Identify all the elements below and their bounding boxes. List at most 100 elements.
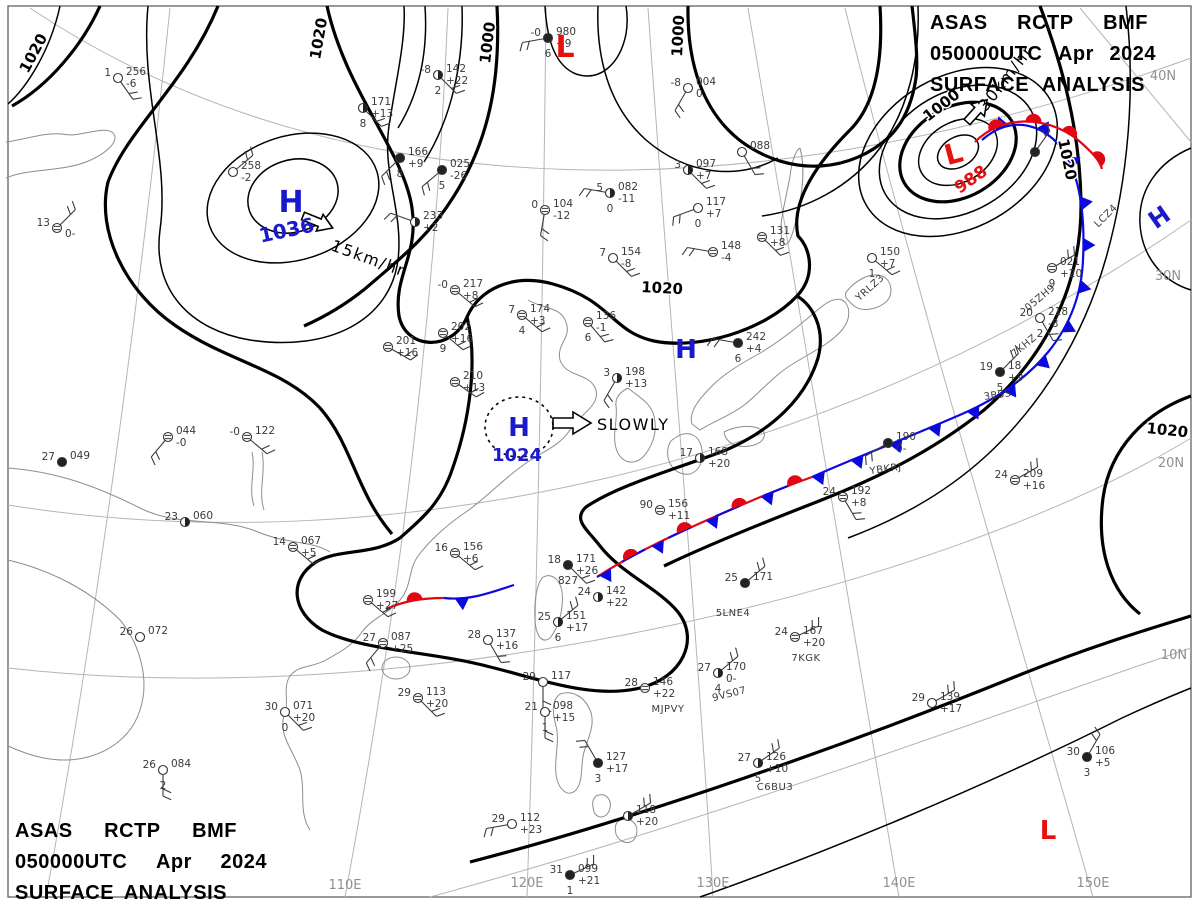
station-value-pressure: 202 xyxy=(451,321,471,333)
station-value-left: -0 xyxy=(230,426,240,438)
station-value-tendency: -26 xyxy=(450,170,467,182)
station-circle xyxy=(56,456,68,468)
station-plot: 14 067+5 xyxy=(273,535,322,565)
isobar-bottom-sweep xyxy=(469,614,1192,864)
valid-month: Apr xyxy=(1057,43,1094,65)
valid-month: Apr xyxy=(155,851,192,873)
station-plot: 26 072 xyxy=(120,625,168,643)
chart-type-2: ANALYSIS xyxy=(1041,74,1145,96)
station-value-pressure: 060 xyxy=(193,510,213,522)
station-circle xyxy=(482,634,494,646)
station-value-tendency: +9 xyxy=(556,38,571,50)
coast-shikoku xyxy=(723,425,765,447)
warm-front-pip xyxy=(676,522,692,534)
station-value-left: 26 xyxy=(143,759,157,771)
station-value-left: 27 xyxy=(738,752,751,764)
station-stripe-fill xyxy=(452,379,458,385)
bulletin-code: BMF xyxy=(192,820,237,842)
warm-front-pip xyxy=(406,592,423,602)
station-value-pressure: 209 xyxy=(1023,468,1043,480)
station-circle xyxy=(542,32,554,44)
station-value-tendency: +20 xyxy=(1060,268,1082,280)
graticule-label: 40N xyxy=(1150,69,1176,84)
station-value-tendency: +25 xyxy=(391,643,413,655)
station-value-tendency: +21 xyxy=(578,875,600,887)
station-value-left: 31 xyxy=(550,864,563,876)
station-stripe-fill xyxy=(710,249,716,255)
station-plot: 117+7 0 xyxy=(672,196,726,230)
coast-nw-land xyxy=(5,129,116,179)
station-value-left: 0 xyxy=(531,199,538,211)
station-value-tendency: +2 xyxy=(423,222,438,234)
station-circle xyxy=(227,166,239,178)
station-stripe-fill xyxy=(54,225,60,231)
coast-taiwan xyxy=(534,575,563,641)
station-half-fill xyxy=(617,373,622,383)
station-value-tendency: +9 xyxy=(1008,372,1023,384)
station-plot: 24 167+20 7KGK xyxy=(775,617,825,664)
cold-front-pip xyxy=(705,515,719,529)
station-value-tendency: -0 xyxy=(176,437,186,449)
station-circle xyxy=(51,222,63,234)
station-circle xyxy=(449,547,461,559)
warm-front-pip xyxy=(731,497,747,510)
station-plot: 25 151+17 6 xyxy=(538,596,588,644)
coast-kyushu xyxy=(667,433,703,475)
high-center-symbol: H xyxy=(675,335,697,365)
station-value-pressure: 154 xyxy=(621,246,641,258)
high-center-symbol: H xyxy=(1143,200,1176,234)
station-value-tendency: +13 xyxy=(463,382,485,394)
station-plot: 127+17 3 xyxy=(575,739,628,785)
station-value-pressure: 171 xyxy=(576,553,596,565)
station-code: RCTP xyxy=(104,820,161,842)
station-plot: 202+16 9 xyxy=(437,321,473,355)
station-value-tendency: +26 xyxy=(576,565,598,577)
station-value-left: 25 xyxy=(538,611,551,623)
cold-front-pip xyxy=(760,491,774,506)
station-stripe-fill xyxy=(415,695,421,701)
coast-luzon xyxy=(552,692,593,794)
station-plot: 258-2 xyxy=(227,146,261,184)
station-value-tendency: +20 xyxy=(636,816,658,828)
station-stripe-fill xyxy=(840,494,846,500)
station-value-tendency: -8 xyxy=(621,258,631,270)
station-plot: 0 104-12 xyxy=(531,198,573,242)
station-value-left: 30 xyxy=(265,701,278,713)
station-half-fill xyxy=(718,668,723,678)
pressure-value: 1024 xyxy=(492,445,542,466)
cold-front-pip xyxy=(850,455,864,469)
station-circle xyxy=(112,72,124,84)
station-value-below: 6 xyxy=(585,332,592,344)
station-value-pressure: 025 xyxy=(450,158,470,170)
station-value-pressure: 170 xyxy=(726,661,746,673)
isobar-label: 1020 xyxy=(16,31,51,76)
isobar-1000-east xyxy=(686,5,919,168)
station-value-below: 827 xyxy=(558,575,578,587)
station-value-pressure: 148 xyxy=(721,240,741,252)
stationary-front-line xyxy=(596,475,813,578)
coast-rivers xyxy=(251,451,265,511)
high-center-dashed-ring xyxy=(484,396,554,458)
cold-front-pip xyxy=(1062,319,1076,333)
station-value-pressure: 168 xyxy=(708,446,728,458)
station-value-pressure: 072 xyxy=(148,625,168,637)
station-plot: 148-4 xyxy=(681,240,741,264)
station-circle xyxy=(732,337,744,349)
station-circle xyxy=(994,366,1006,378)
station-half-fill xyxy=(688,165,693,175)
station-value-tendency: -11 xyxy=(618,193,635,205)
isobar-ring-low xyxy=(857,66,1059,238)
valid-year: 2024 xyxy=(1109,43,1156,65)
station-half-fill xyxy=(558,617,563,627)
station-value-tendency: -12 xyxy=(553,210,570,222)
coast-korea xyxy=(614,387,656,463)
station-plot: 26 084 2 xyxy=(143,758,191,801)
station-value-below: 4 xyxy=(715,683,722,695)
station-value-below: 3 xyxy=(1084,767,1091,779)
station-value-left: 24 xyxy=(578,586,592,598)
station-plot: 7 154-8 xyxy=(599,246,641,277)
station-value-pressure: 142 xyxy=(446,63,466,75)
station-circle xyxy=(1034,312,1046,324)
